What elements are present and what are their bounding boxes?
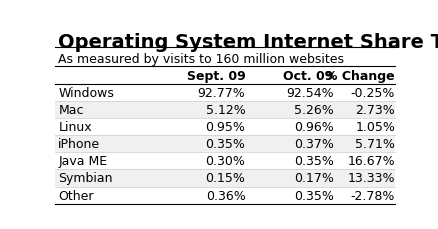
Text: Linux: Linux	[58, 120, 92, 134]
Text: 92.77%: 92.77%	[197, 86, 245, 99]
Text: Symbian: Symbian	[58, 172, 113, 185]
Text: 92.54%: 92.54%	[286, 86, 333, 99]
Text: Oct. 09: Oct. 09	[283, 69, 333, 82]
FancyBboxPatch shape	[55, 84, 394, 101]
FancyBboxPatch shape	[55, 136, 394, 153]
Text: 0.30%: 0.30%	[205, 155, 245, 168]
Text: 0.35%: 0.35%	[205, 138, 245, 150]
Text: 5.12%: 5.12%	[205, 103, 245, 116]
Text: -2.78%: -2.78%	[350, 189, 394, 202]
Text: 16.67%: 16.67%	[347, 155, 394, 168]
Text: 0.36%: 0.36%	[205, 189, 245, 202]
Text: Java ME: Java ME	[58, 155, 107, 168]
Text: 5.71%: 5.71%	[354, 138, 394, 150]
Text: Operating System Internet Share Trends: Operating System Internet Share Trends	[58, 33, 438, 52]
FancyBboxPatch shape	[55, 153, 394, 170]
Text: 0.15%: 0.15%	[205, 172, 245, 185]
Text: Other: Other	[58, 189, 94, 202]
Text: 0.35%: 0.35%	[293, 155, 333, 168]
FancyBboxPatch shape	[55, 101, 394, 118]
Text: Windows: Windows	[58, 86, 114, 99]
Text: As measured by visits to 160 million websites: As measured by visits to 160 million web…	[58, 53, 343, 66]
Text: % Change: % Change	[325, 69, 394, 82]
Text: 1.05%: 1.05%	[354, 120, 394, 134]
Text: 0.37%: 0.37%	[293, 138, 333, 150]
Text: -0.25%: -0.25%	[350, 86, 394, 99]
Text: 0.17%: 0.17%	[293, 172, 333, 185]
FancyBboxPatch shape	[55, 187, 394, 204]
Text: 2.73%: 2.73%	[354, 103, 394, 116]
Text: Sept. 09: Sept. 09	[186, 69, 245, 82]
Text: 0.35%: 0.35%	[293, 189, 333, 202]
Text: Mac: Mac	[58, 103, 84, 116]
Text: 5.26%: 5.26%	[293, 103, 333, 116]
Text: 13.33%: 13.33%	[347, 172, 394, 185]
FancyBboxPatch shape	[55, 118, 394, 136]
Text: 0.95%: 0.95%	[205, 120, 245, 134]
FancyBboxPatch shape	[55, 170, 394, 187]
Text: iPhone: iPhone	[58, 138, 100, 150]
Text: 0.96%: 0.96%	[293, 120, 333, 134]
